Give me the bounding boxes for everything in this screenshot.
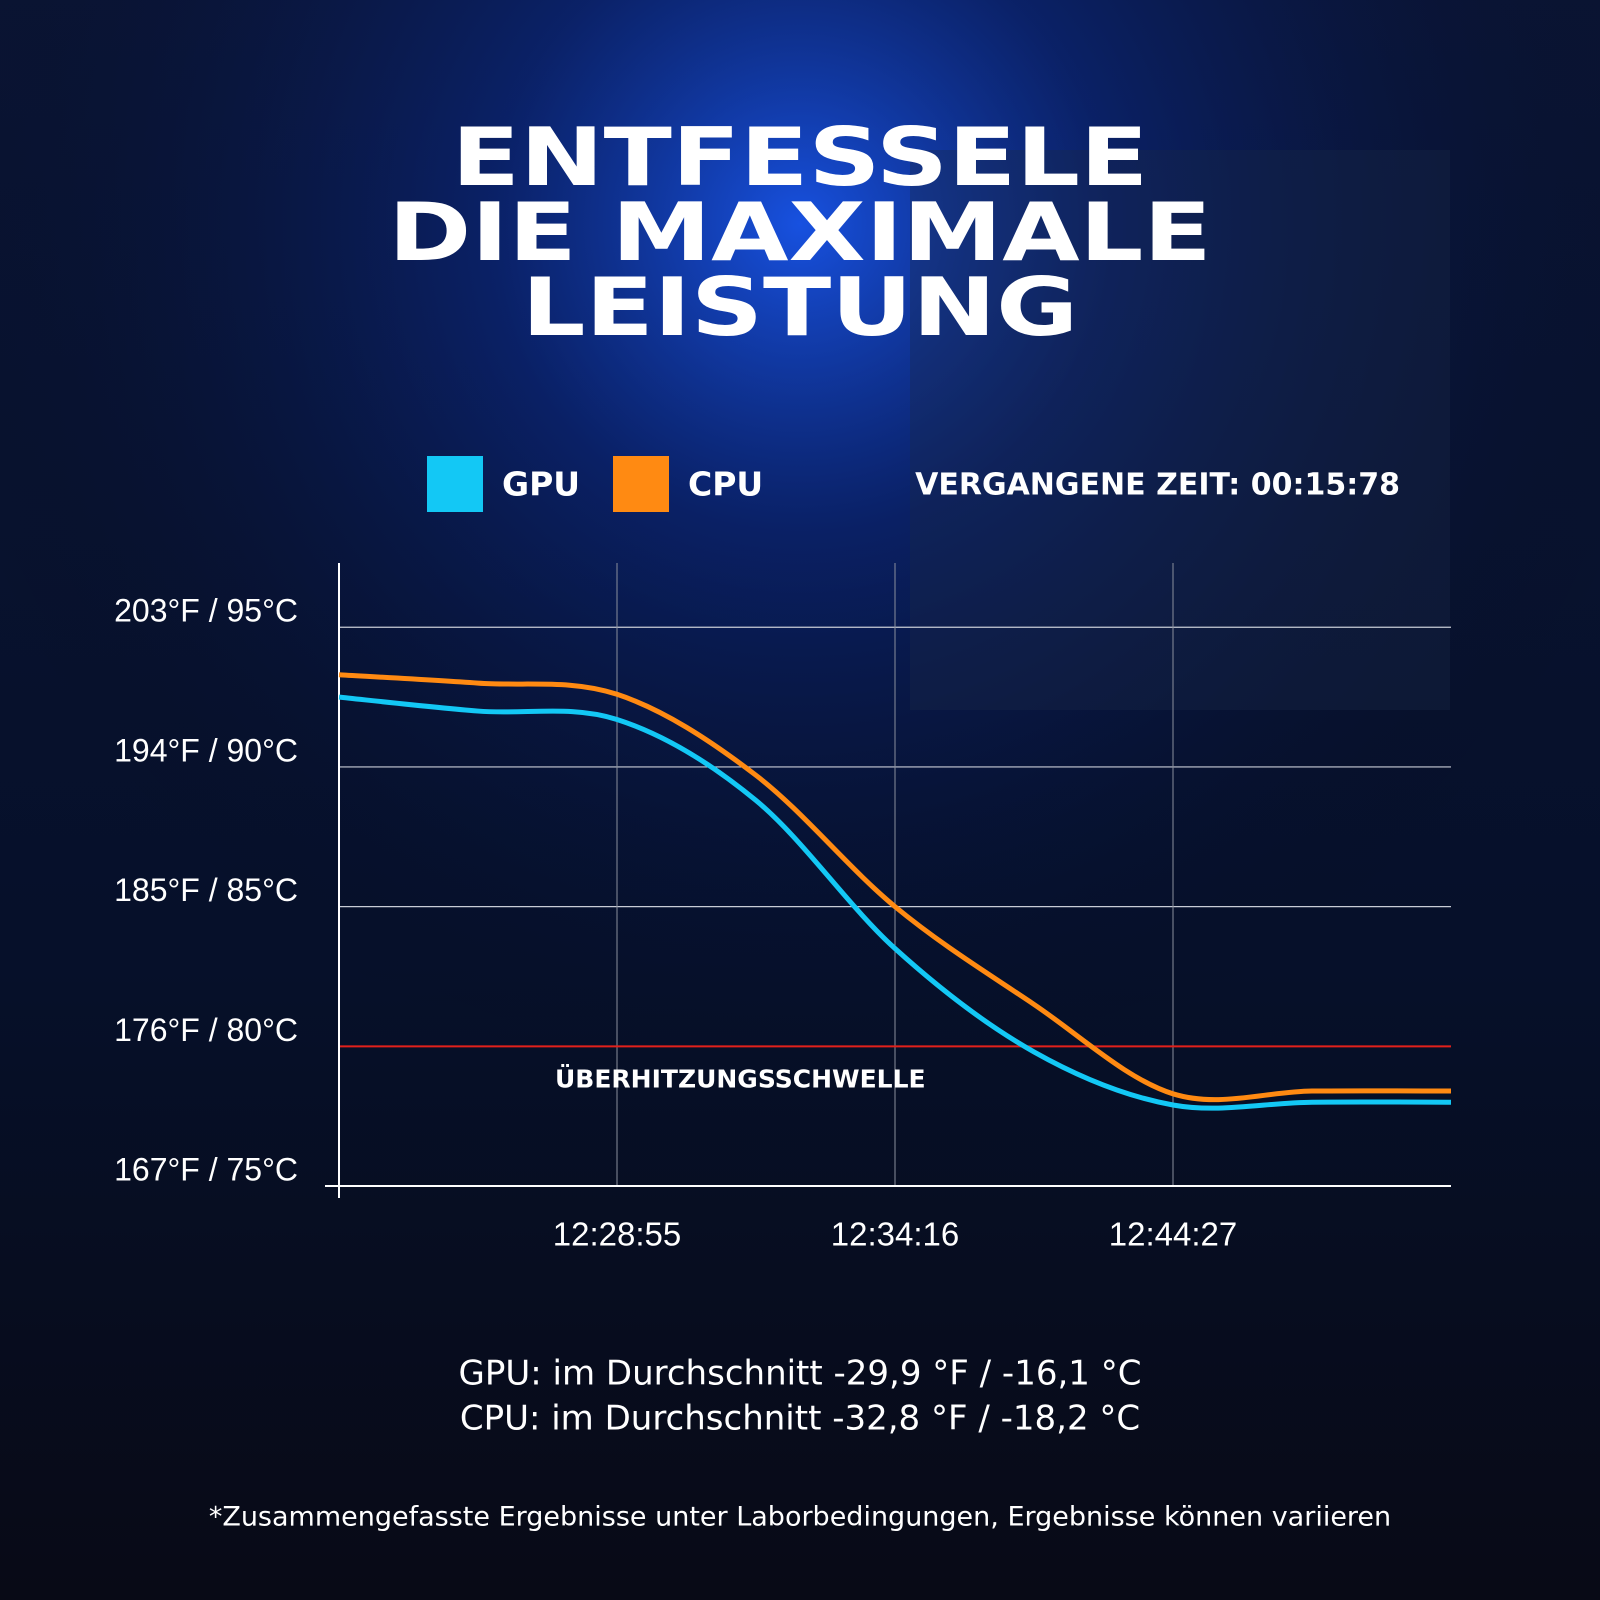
y-tick-label: 203°F / 95°C (114, 593, 298, 629)
legend-swatch (613, 456, 669, 512)
background-monitor (910, 150, 1450, 710)
series-line (338, 672, 1452, 1103)
y-tick-label: 194°F / 90°C (114, 732, 298, 768)
threshold-label: ÜBERHITZUNGSSCHWELLE (555, 1063, 926, 1093)
y-tick-label: 167°F / 75°C (114, 1151, 298, 1187)
x-tick-label: 12:44:27 (1109, 1216, 1237, 1253)
legend-swatch (427, 456, 483, 512)
title-line: DIE MAXIMALE (388, 187, 1211, 280)
series-line (338, 694, 1452, 1111)
y-tick-label: 176°F / 80°C (114, 1012, 298, 1048)
elapsed-time: VERGANGENE ZEIT: 00:15:78 (915, 468, 1400, 503)
summary-line: CPU: im Durchschnitt -32,8 °F / -18,2 °C (460, 1399, 1140, 1439)
y-tick-label: 185°F / 85°C (114, 872, 298, 908)
legend-label: GPU (502, 465, 580, 504)
summary-line: GPU: im Durchschnitt -29,9 °F / -16,1 °C (459, 1354, 1142, 1394)
x-tick-label: 12:28:55 (553, 1216, 681, 1253)
title-line: LEISTUNG (522, 262, 1078, 355)
footnote: *Zusammengefasste Ergebnisse unter Labor… (209, 1502, 1391, 1533)
legend-label: CPU (688, 465, 763, 504)
title-line: ENTFESSELE (452, 112, 1149, 205)
x-tick-label: 12:34:16 (831, 1216, 959, 1253)
